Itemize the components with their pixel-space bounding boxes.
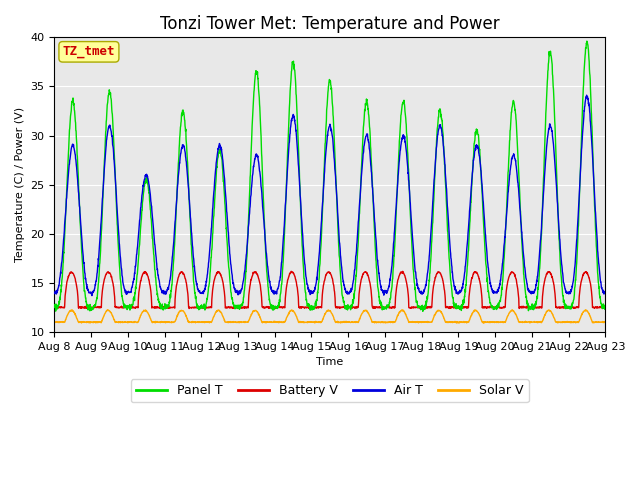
Panel T — [204, 290, 212, 296]
Battery V — [490, 305, 498, 311]
Line: Air T: Air T — [54, 95, 605, 296]
Air T — [553, 190, 561, 195]
Battery V — [568, 303, 576, 309]
Y-axis label: Temperature (C) / Power (V): Temperature (C) / Power (V) — [15, 107, 25, 262]
Title: Tonzi Tower Met: Temperature and Power: Tonzi Tower Met: Temperature and Power — [160, 15, 500, 33]
Battery V — [51, 304, 58, 310]
Air T — [204, 264, 212, 270]
Legend: Panel T, Battery V, Air T, Solar V: Panel T, Battery V, Air T, Solar V — [131, 379, 529, 402]
Air T — [490, 288, 498, 294]
Panel T — [490, 305, 498, 311]
Battery V — [346, 304, 354, 310]
Panel T — [419, 309, 427, 314]
Battery V — [358, 274, 366, 279]
Solar V — [602, 319, 609, 325]
Line: Battery V: Battery V — [54, 271, 605, 309]
Solar V — [490, 319, 498, 325]
Solar V — [358, 311, 365, 317]
Solar V — [479, 320, 487, 326]
Air T — [602, 290, 609, 296]
Air T — [358, 168, 365, 173]
Battery V — [553, 305, 561, 311]
Battery V — [271, 306, 279, 312]
Battery V — [204, 305, 212, 311]
Solar V — [51, 319, 58, 324]
Line: Solar V: Solar V — [54, 310, 605, 323]
X-axis label: Time: Time — [316, 357, 344, 367]
Panel T — [346, 304, 353, 310]
Panel T — [583, 38, 591, 44]
Battery V — [287, 268, 295, 274]
Panel T — [553, 174, 561, 180]
Panel T — [358, 163, 365, 168]
Air T — [568, 283, 576, 289]
Panel T — [51, 302, 58, 308]
Air T — [88, 293, 96, 299]
Solar V — [568, 319, 576, 325]
Solar V — [104, 307, 112, 312]
Battery V — [602, 304, 609, 310]
Text: TZ_tmet: TZ_tmet — [63, 45, 115, 59]
Line: Panel T: Panel T — [54, 41, 605, 312]
Air T — [346, 288, 354, 294]
Solar V — [204, 319, 212, 324]
Air T — [51, 289, 58, 295]
Air T — [583, 92, 591, 98]
Panel T — [568, 300, 576, 306]
Solar V — [553, 319, 561, 325]
Panel T — [602, 305, 609, 311]
Solar V — [346, 319, 354, 325]
